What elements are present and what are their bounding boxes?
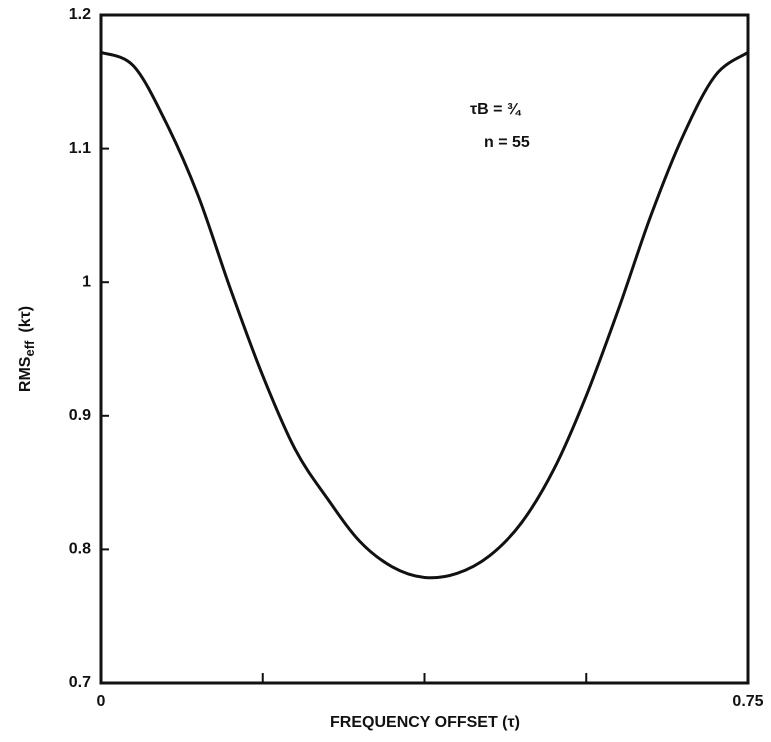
y-tick-label: 0.8 [69,541,91,558]
curve [100,50,749,580]
annotation: τB = ¾ [470,101,522,118]
x-tick-label: 0 [97,693,106,710]
y-axis-label: RMSeff (kτ) [17,306,37,392]
y-label-sub: eff [22,340,37,357]
y-label-unit: (kτ) [17,306,34,333]
y-tick-label: 0.7 [69,674,91,691]
x-tick-label: 0.75 [732,693,763,710]
y-tick-label: 1.1 [69,140,91,157]
annotation: n = 55 [484,134,530,151]
y-label-main: RMS [17,356,34,392]
y-tick-label: 1 [82,273,91,290]
y-tick-label: 1.2 [69,6,91,23]
x-axis-label: FREQUENCY OFFSET (τ) [330,714,520,731]
y-tick-label: 0.9 [69,407,91,424]
plot-frame [99,13,750,685]
